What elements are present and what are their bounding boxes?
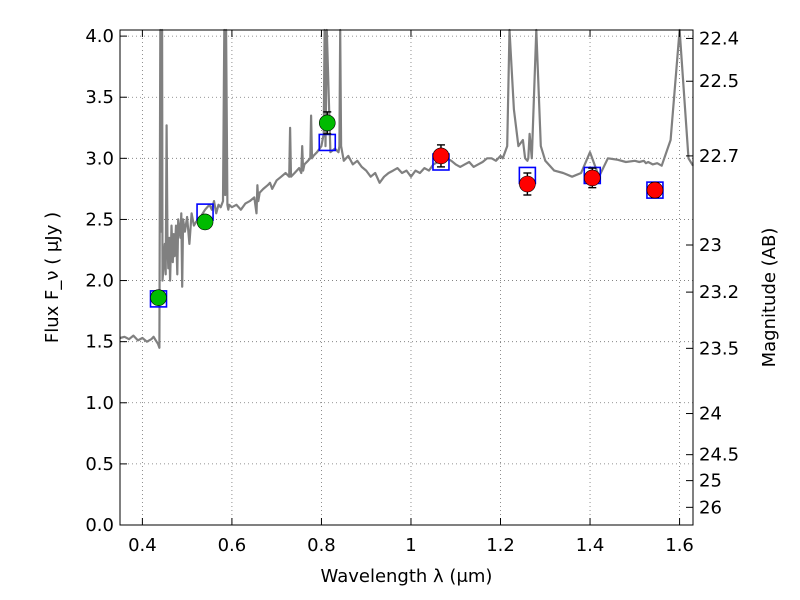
y-tick-label: 2.5 — [85, 209, 114, 230]
ticks-layer: 0.4 0.6 0.8 1 1.2 1.4 1.6 0.0 0.5 1.0 1.5 2.0 2.5 3.0… — [85, 26, 739, 556]
x-axis-title: Wavelength λ (μm) — [321, 566, 493, 587]
photometry-point — [583, 169, 601, 187]
y2-axis-title: Magnitude (AB) — [759, 228, 780, 368]
x-tick-label: 1.2 — [486, 535, 515, 556]
photometry-point — [646, 181, 664, 199]
y-tick-label: 2.0 — [85, 271, 114, 292]
y-tick-label: 1.0 — [85, 393, 114, 414]
mag-tick-label: 25 — [699, 471, 722, 492]
markers-layer — [149, 111, 664, 308]
photometry-point — [150, 289, 167, 306]
x-tick-label: 0.6 — [218, 535, 247, 556]
y-tick-label: 4.0 — [85, 26, 114, 47]
grid-layer — [120, 30, 693, 526]
plot-frame — [119, 29, 694, 526]
mag-tick-label: 23.5 — [699, 338, 739, 359]
photometry-point — [519, 175, 536, 193]
mag-tick-label: 23 — [699, 235, 722, 256]
photometry-point — [432, 147, 450, 165]
y-tick-label: 1.5 — [85, 332, 114, 353]
y-axis-title: Flux F_ν ( μJy ) — [42, 212, 63, 343]
spectrum-layer — [119, 28, 694, 349]
y-tick-label: 0.0 — [85, 515, 114, 536]
mag-tick-label: 23.2 — [699, 282, 739, 303]
mag-tick-label: 22.4 — [699, 28, 739, 49]
photometry-point — [318, 114, 336, 132]
y-tick-label: 3.0 — [85, 148, 114, 169]
mag-tick-label: 24 — [699, 404, 722, 425]
model-spectrum-line — [119, 28, 694, 349]
mag-tick-label: 22.7 — [699, 146, 739, 167]
mag-tick-label: 24.5 — [699, 445, 739, 466]
x-tick-label: 1 — [405, 535, 416, 556]
x-tick-label: 1.6 — [665, 535, 694, 556]
mag-tick-label: 26 — [699, 497, 722, 518]
mag-tick-label: 22.5 — [699, 71, 739, 92]
x-tick-label: 0.4 — [128, 535, 157, 556]
y-tick-label: 3.5 — [85, 87, 114, 108]
y-tick-label: 0.5 — [85, 454, 114, 475]
x-tick-label: 0.8 — [307, 535, 336, 556]
photometry-point — [196, 213, 214, 231]
x-tick-label: 1.4 — [576, 535, 605, 556]
